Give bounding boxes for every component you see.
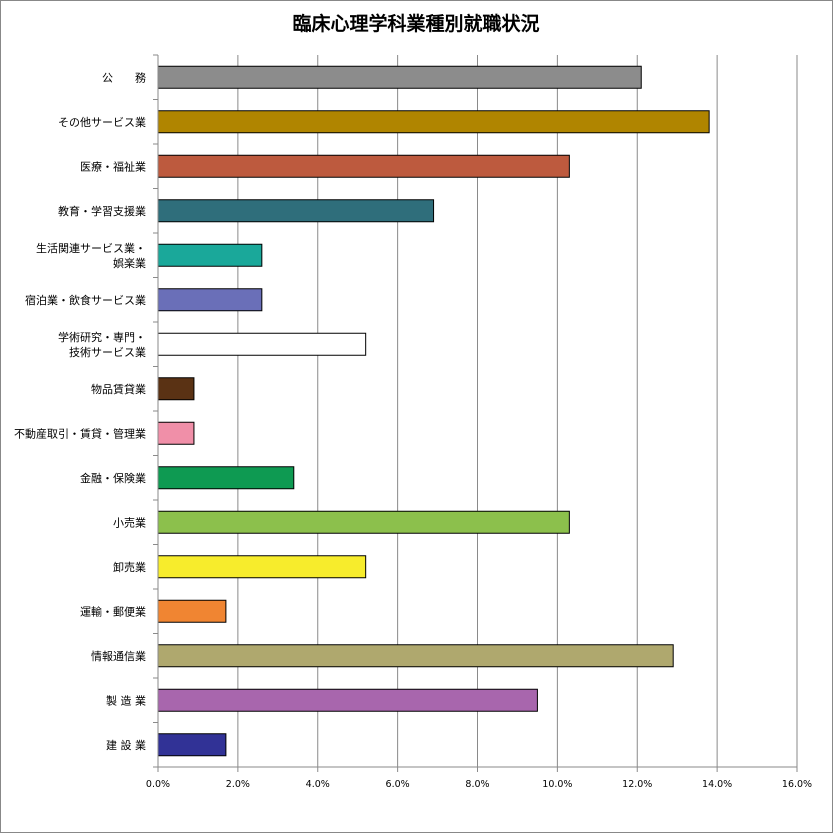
x-tick-label: 6.0% <box>386 779 410 790</box>
tick-labels: 0.0% 2.0% 4.0% 6.0% 8.0% 10.0% 12.0% 14.0% 16.0% <box>146 779 812 790</box>
chart-title: 臨床心理学科業種別就職状況 <box>292 12 539 35</box>
category-label: 宿泊業・飲食サービス業 <box>25 293 146 307</box>
bar <box>157 154 570 178</box>
x-tick-label: 2.0% <box>226 779 250 790</box>
axes <box>153 54 798 772</box>
category-labels: 公 務その他サービス業医療・福祉業教育・学習支援業生活関連サービス業・娯楽業宿泊… <box>14 70 146 752</box>
bars <box>157 65 710 757</box>
x-tick-label: 14.0% <box>702 779 732 790</box>
x-tick-label: 8.0% <box>465 779 489 790</box>
category-label: 運輸・郵便業 <box>80 604 146 618</box>
bar <box>157 733 227 757</box>
category-label: 卸売業 <box>113 560 146 574</box>
bar <box>157 288 263 312</box>
category-label: 小売業 <box>113 516 146 529</box>
bar <box>157 243 263 267</box>
x-tick-label: 12.0% <box>622 779 652 790</box>
bar <box>157 599 227 623</box>
bar <box>157 555 367 579</box>
bar <box>157 644 674 668</box>
bar <box>157 421 195 445</box>
bar <box>157 65 642 89</box>
bar <box>157 110 710 134</box>
category-label: 公 務 <box>102 70 146 84</box>
x-tick-label: 0.0% <box>146 779 170 790</box>
bar <box>157 510 570 534</box>
bar <box>157 688 538 712</box>
x-tick-label: 16.0% <box>782 779 812 790</box>
category-label: 建 設 業 <box>106 738 146 752</box>
bar <box>157 332 367 356</box>
category-label: 金融・保険業 <box>80 471 146 485</box>
category-label: 物品賃貸業 <box>91 382 146 396</box>
category-label: 不動産取引・賃貸・管理業 <box>14 426 146 440</box>
x-tick-label: 4.0% <box>306 779 330 790</box>
bar <box>157 466 295 490</box>
x-tick-label: 10.0% <box>542 779 572 790</box>
category-label: 教育・学習支援業 <box>58 204 146 218</box>
bar <box>157 377 195 401</box>
category-label: その他サービス業 <box>58 116 146 129</box>
category-label: 情報通信業 <box>91 650 146 663</box>
category-label: 生活関連サービス業・娯楽業 <box>36 241 146 270</box>
category-label: 医療・福祉業 <box>80 159 146 173</box>
bar <box>157 199 435 223</box>
category-label: 製 造 業 <box>106 693 146 707</box>
category-label: 学術研究・専門・技術サービス業 <box>58 330 146 359</box>
